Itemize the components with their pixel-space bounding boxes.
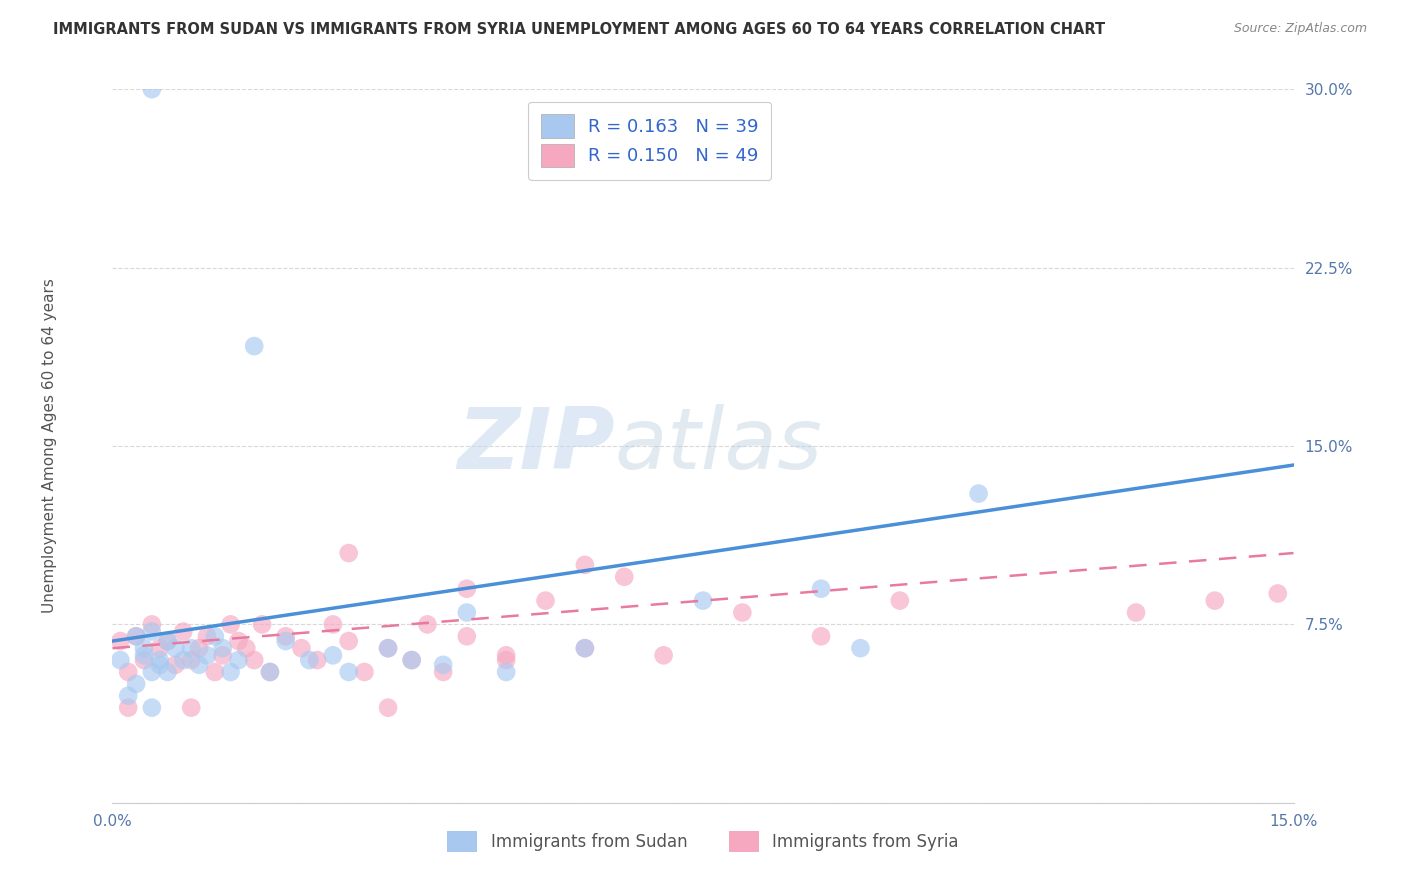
Point [337, 634, 360, 648]
Point [337, 546, 360, 560]
Point [432, 657, 454, 672]
Point [1125, 606, 1147, 620]
Point [204, 629, 226, 643]
Point [731, 606, 754, 620]
Point [401, 653, 423, 667]
Text: IMMIGRANTS FROM SUDAN VS IMMIGRANTS FROM SYRIA UNEMPLOYMENT AMONG AGES 60 TO 64 : IMMIGRANTS FROM SUDAN VS IMMIGRANTS FROM… [53, 22, 1105, 37]
Point [195, 648, 218, 663]
Point [337, 665, 360, 679]
Point [416, 617, 439, 632]
Point [574, 558, 596, 572]
Point [810, 582, 832, 596]
Point [180, 653, 202, 667]
Point [353, 665, 375, 679]
Point [307, 653, 329, 667]
Point [172, 624, 194, 639]
Point [132, 653, 155, 667]
Point [259, 665, 281, 679]
Point [274, 629, 297, 643]
Point [534, 593, 557, 607]
Point [141, 82, 163, 96]
Point [1267, 586, 1289, 600]
Point [298, 653, 321, 667]
Point [211, 648, 233, 663]
Point [204, 665, 226, 679]
Point [117, 689, 139, 703]
Point [125, 629, 148, 643]
Point [574, 641, 596, 656]
Point [574, 641, 596, 656]
Point [117, 700, 139, 714]
Point [274, 634, 297, 648]
Point [495, 665, 517, 679]
Point [195, 629, 218, 643]
Point [141, 700, 163, 714]
Point [219, 665, 242, 679]
Point [613, 570, 636, 584]
Point [377, 641, 399, 656]
Point [456, 582, 478, 596]
Point [377, 641, 399, 656]
Point [219, 617, 242, 632]
Point [228, 653, 250, 667]
Point [456, 606, 478, 620]
Legend: Immigrants from Sudan, Immigrants from Syria: Immigrants from Sudan, Immigrants from S… [440, 824, 966, 859]
Point [156, 634, 179, 648]
Point [692, 593, 714, 607]
Point [322, 648, 344, 663]
Point [889, 593, 911, 607]
Point [149, 657, 172, 672]
Y-axis label: Unemployment Among Ages 60 to 64 years: Unemployment Among Ages 60 to 64 years [42, 278, 56, 614]
Point [149, 641, 172, 656]
Point [211, 641, 233, 656]
Point [456, 629, 478, 643]
Point [259, 665, 281, 679]
Point [180, 641, 202, 656]
Text: Source: ZipAtlas.com: Source: ZipAtlas.com [1233, 22, 1367, 36]
Point [188, 641, 211, 656]
Point [125, 629, 148, 643]
Text: ZIP: ZIP [457, 404, 614, 488]
Point [235, 641, 257, 656]
Point [188, 657, 211, 672]
Point [377, 700, 399, 714]
Point [125, 677, 148, 691]
Point [849, 641, 872, 656]
Point [110, 634, 132, 648]
Point [1204, 593, 1226, 607]
Point [156, 665, 179, 679]
Point [141, 624, 163, 639]
Point [156, 634, 179, 648]
Point [432, 665, 454, 679]
Point [180, 700, 202, 714]
Point [243, 653, 266, 667]
Point [322, 617, 344, 632]
Point [117, 665, 139, 679]
Point [172, 653, 194, 667]
Point [652, 648, 675, 663]
Point [165, 641, 187, 656]
Point [141, 617, 163, 632]
Point [132, 648, 155, 663]
Point [290, 641, 312, 656]
Point [141, 665, 163, 679]
Point [228, 634, 250, 648]
Point [967, 486, 990, 500]
Point [495, 653, 517, 667]
Point [810, 629, 832, 643]
Point [401, 653, 423, 667]
Point [132, 641, 155, 656]
Point [110, 653, 132, 667]
Point [495, 648, 517, 663]
Text: atlas: atlas [614, 404, 823, 488]
Point [165, 657, 187, 672]
Point [243, 339, 266, 353]
Point [149, 653, 172, 667]
Point [250, 617, 273, 632]
